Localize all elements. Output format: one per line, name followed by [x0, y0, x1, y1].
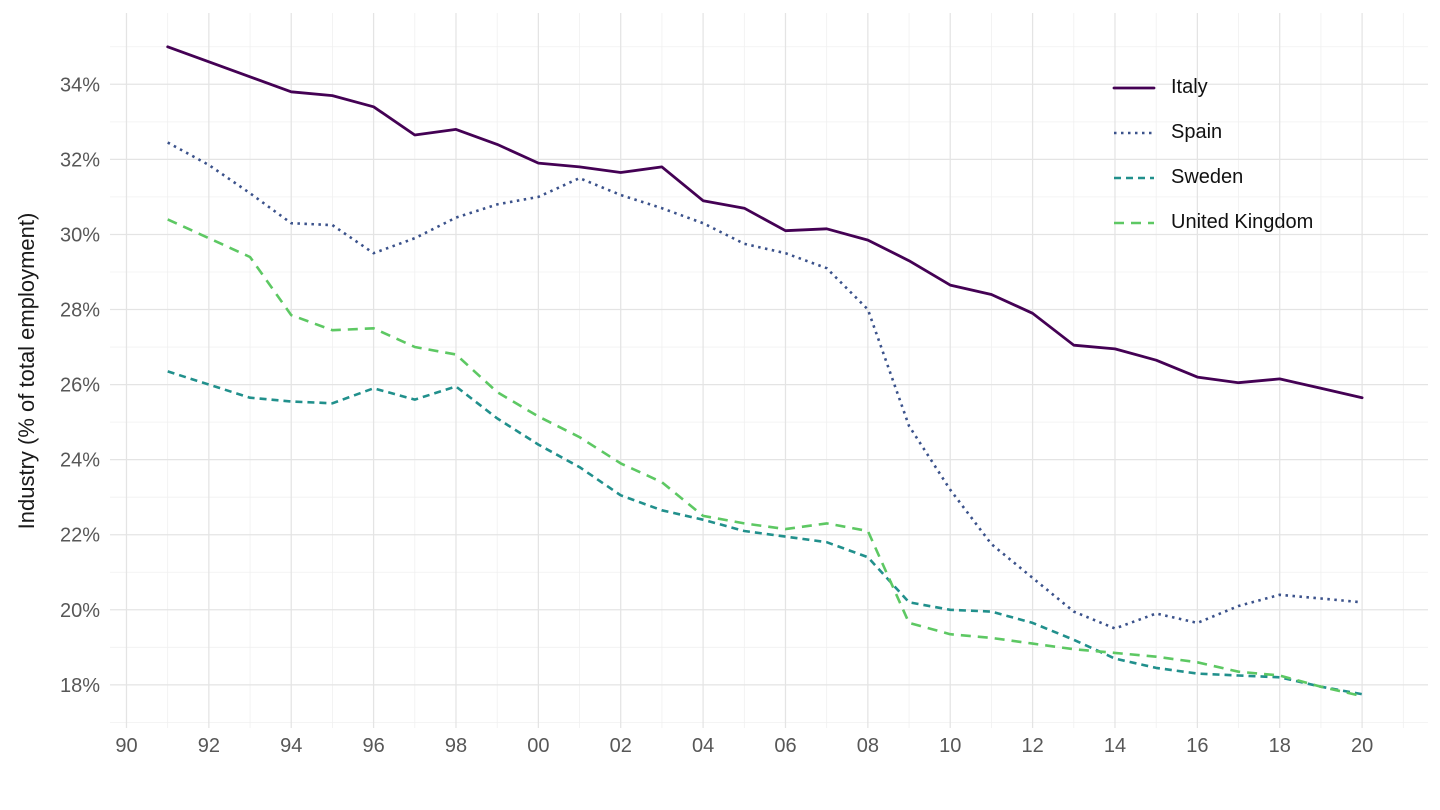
- legend-key-sweden-line: [1114, 176, 1154, 179]
- y-tick-label-28%: 28%: [60, 300, 100, 322]
- x-tick-label-06: 06: [774, 735, 796, 757]
- legend-label-spain: Spain: [1171, 121, 1223, 143]
- x-tick-label-90: 90: [115, 735, 137, 757]
- x-tick-label-20: 20: [1351, 735, 1373, 757]
- legend-key-spain-line: [1114, 131, 1154, 134]
- legend-item-italy: Italy: [1112, 65, 1313, 110]
- legend-item-united-kingdom: United Kingdom: [1112, 200, 1313, 245]
- x-tick-label-04: 04: [692, 735, 714, 757]
- series-line-italy: [166, 45, 1364, 400]
- legend-item-sweden: Sweden: [1112, 155, 1313, 200]
- legend-key-italy-line: [1112, 86, 1156, 89]
- y-tick-label-20%: 20%: [60, 600, 100, 622]
- legend-label-italy: Italy: [1171, 76, 1208, 98]
- x-tick-label-98: 98: [445, 735, 467, 757]
- x-tick-label-00: 00: [527, 735, 549, 757]
- legend-label-sweden: Sweden: [1171, 166, 1244, 188]
- x-tick-label-94: 94: [280, 735, 302, 757]
- grid-major: [110, 13, 1428, 728]
- series-line-united-kingdom: [167, 218, 1363, 698]
- grid-minor: [110, 13, 1428, 728]
- x-tick-label-92: 92: [198, 735, 220, 757]
- legend-label-united-kingdom: United Kingdom: [1171, 211, 1314, 233]
- x-tick-label-08: 08: [857, 735, 879, 757]
- x-tick-label-14: 14: [1104, 735, 1126, 757]
- legend: Italy Spain Sweden United Kingdom: [1112, 65, 1313, 245]
- x-tick-label-02: 02: [610, 735, 632, 757]
- x-tick-label-96: 96: [362, 735, 384, 757]
- y-axis-title: Industry (% of total employment): [14, 212, 39, 530]
- y-tick-label-32%: 32%: [60, 149, 100, 171]
- series-line-sweden: [167, 370, 1363, 696]
- y-axis-tick-labels: 18% 20% 22% 24% 26% 28% 30% 32% 34%: [60, 74, 100, 697]
- legend-key-united-kingdom-line: [1114, 221, 1154, 224]
- y-tick-label-24%: 24%: [60, 450, 100, 472]
- y-tick-label-26%: 26%: [60, 375, 100, 397]
- x-tick-label-12: 12: [1021, 735, 1043, 757]
- y-tick-label-34%: 34%: [60, 74, 100, 96]
- y-tick-label-30%: 30%: [60, 224, 100, 246]
- legend-item-spain: Spain: [1112, 110, 1313, 155]
- y-tick-label-22%: 22%: [60, 525, 100, 547]
- x-axis-tick-labels: 90 92 94 96 98 00 02 04 06 08 10 12 14 16 18 20: [115, 735, 1373, 757]
- y-tick-label-18%: 18%: [60, 675, 100, 697]
- x-tick-label-10: 10: [939, 735, 961, 757]
- x-tick-label-18: 18: [1269, 735, 1291, 757]
- x-tick-label-16: 16: [1186, 735, 1208, 757]
